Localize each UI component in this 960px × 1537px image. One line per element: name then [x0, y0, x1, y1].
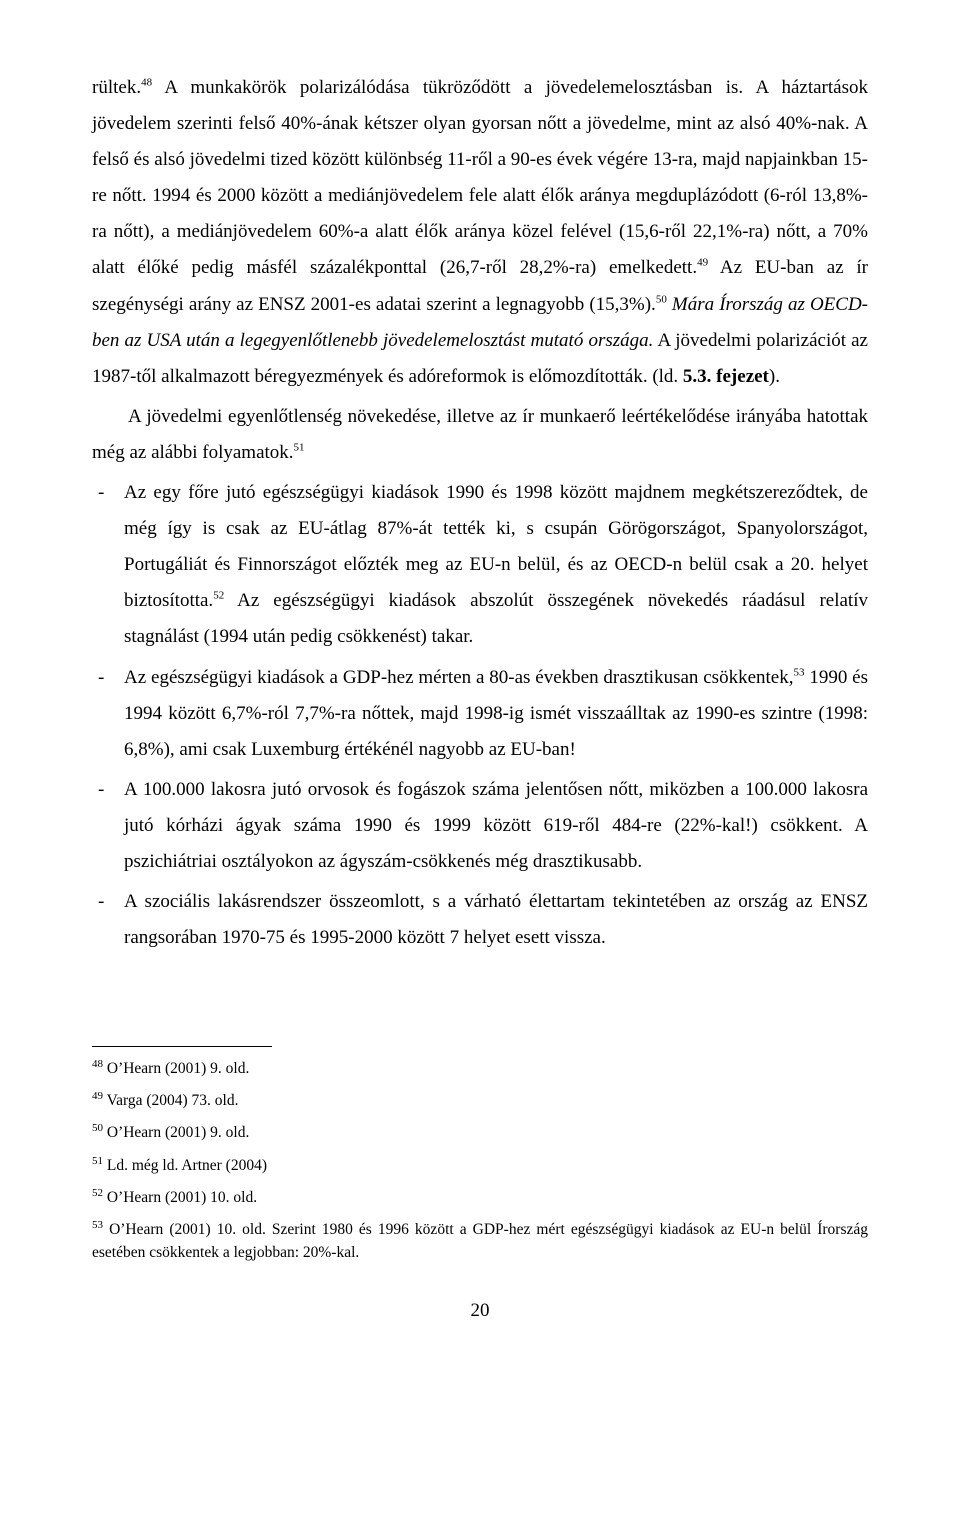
footnote-ref-50: 50	[656, 293, 667, 305]
list-item: A szociális lakásrendszer összeomlott, s…	[92, 884, 868, 956]
paragraph-2a: A jövedelmi egyenlőtlenség növekedése, i…	[92, 406, 868, 463]
list-item: Az egészségügyi kiadások a GDP-hez mérte…	[92, 660, 868, 768]
paragraph-1g: ).	[769, 366, 780, 387]
paragraph-1: rültek.48 A munkakörök polarizálódása tü…	[92, 70, 868, 395]
footnotes-separator	[92, 1046, 272, 1047]
paragraph-2: A jövedelmi egyenlőtlenség növekedése, i…	[92, 399, 868, 471]
list-item: Az egy főre jutó egészségügyi kiadások 1…	[92, 475, 868, 655]
footnote-num-52: 52	[92, 1187, 103, 1199]
page-number: 20	[92, 1293, 868, 1329]
footnotes-block: 48 O’Hearn (2001) 9. old. 49 Varga (2004…	[92, 1057, 868, 1265]
footnote-num-48: 48	[92, 1058, 103, 1070]
footnote-num-51: 51	[92, 1154, 103, 1166]
list-item-4: A szociális lakásrendszer összeomlott, s…	[124, 891, 868, 948]
footnote-num-53: 53	[92, 1219, 103, 1231]
footnote-51-text: Ld. még ld. Artner (2004)	[107, 1157, 267, 1174]
footnote-51: 51 Ld. még ld. Artner (2004)	[92, 1154, 868, 1177]
footnote-50-text: O’Hearn (2001) 9. old.	[107, 1124, 249, 1141]
footnote-48: 48 O’Hearn (2001) 9. old.	[92, 1057, 868, 1080]
footnote-52: 52 O’Hearn (2001) 10. old.	[92, 1186, 868, 1209]
paragraph-1b: A munkakörök polarizálódása tükröződött …	[92, 77, 868, 278]
footnote-53-text: O’Hearn (2001) 10. old. Szerint 1980 és …	[92, 1221, 868, 1261]
footnote-ref-52: 52	[213, 590, 224, 602]
footnote-49-text: Varga (2004) 73. old.	[107, 1092, 239, 1109]
footnote-50: 50 O’Hearn (2001) 9. old.	[92, 1121, 868, 1144]
footnote-52-text: O’Hearn (2001) 10. old.	[107, 1189, 257, 1206]
list-item: A 100.000 lakosra jutó orvosok és fogász…	[92, 772, 868, 880]
footnote-ref-48: 48	[141, 77, 152, 89]
footnote-48-text: O’Hearn (2001) 9. old.	[107, 1060, 249, 1077]
paragraph-1f-bold: 5.3. fejezet	[683, 366, 769, 387]
footnote-49: 49 Varga (2004) 73. old.	[92, 1089, 868, 1112]
footnote-53: 53 O’Hearn (2001) 10. old. Szerint 1980 …	[92, 1218, 868, 1265]
footnote-ref-53: 53	[793, 666, 804, 678]
footnote-num-50: 50	[92, 1122, 103, 1134]
bullet-list: Az egy főre jutó egészségügyi kiadások 1…	[92, 475, 868, 956]
footnote-ref-51: 51	[294, 442, 305, 454]
list-item-2a: Az egészségügyi kiadások a GDP-hez mérte…	[124, 667, 793, 688]
list-item-3: A 100.000 lakosra jutó orvosok és fogász…	[124, 779, 868, 872]
list-item-1b: Az egészségügyi kiadások abszolút összeg…	[124, 590, 868, 647]
paragraph-1a: rültek.	[92, 77, 141, 98]
footnote-num-49: 49	[92, 1090, 103, 1102]
footnote-ref-49: 49	[697, 257, 708, 269]
